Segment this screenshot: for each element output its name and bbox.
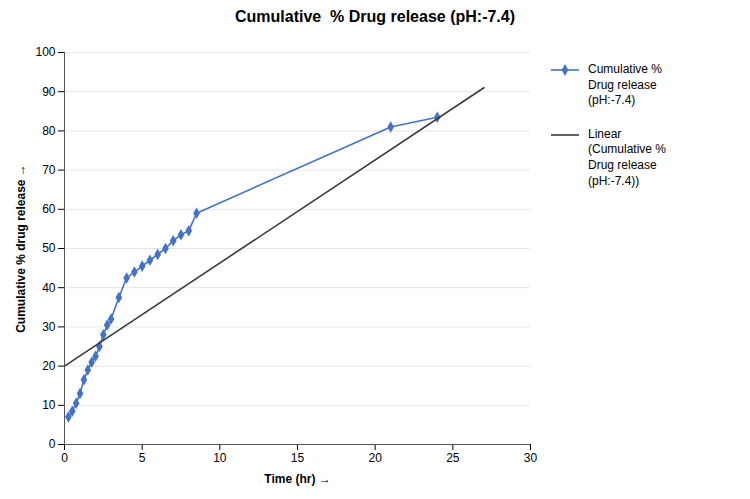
svg-text:0: 0 [49, 437, 56, 451]
svg-text:30: 30 [524, 451, 538, 465]
svg-text:90: 90 [42, 85, 56, 99]
svg-text:0: 0 [61, 451, 68, 465]
svg-text:100: 100 [35, 45, 55, 59]
svg-text:10: 10 [213, 451, 227, 465]
svg-text:70: 70 [42, 163, 56, 177]
html-text:Linear (Cumulative % Drug rele: Linear (Cumulative % Drug release (pH:-7… [588, 126, 666, 188]
svg-text:5: 5 [139, 451, 146, 465]
svg-text:80: 80 [42, 124, 56, 138]
svg-text:10: 10 [42, 398, 56, 412]
svg-text:15: 15 [291, 451, 305, 465]
svg-text:Cumulative % drug release →: Cumulative % drug release → [14, 164, 28, 333]
svg-text:40: 40 [42, 281, 56, 295]
svg-text:20: 20 [368, 451, 382, 465]
html-text:Cumulative % Drug release (pH:: Cumulative % Drug release (pH:-7.4) [235, 8, 515, 25]
svg-text:50: 50 [42, 241, 56, 255]
svg-text:20: 20 [42, 359, 56, 373]
html-text:Cumulative % Drug release (pH:: Cumulative % Drug release (pH:-7.4) [588, 62, 662, 108]
svg-text:25: 25 [446, 451, 460, 465]
svg-text:Time (hr) →: Time (hr) → [264, 472, 330, 486]
svg-text:60: 60 [42, 202, 56, 216]
svg-text:30: 30 [42, 320, 56, 334]
